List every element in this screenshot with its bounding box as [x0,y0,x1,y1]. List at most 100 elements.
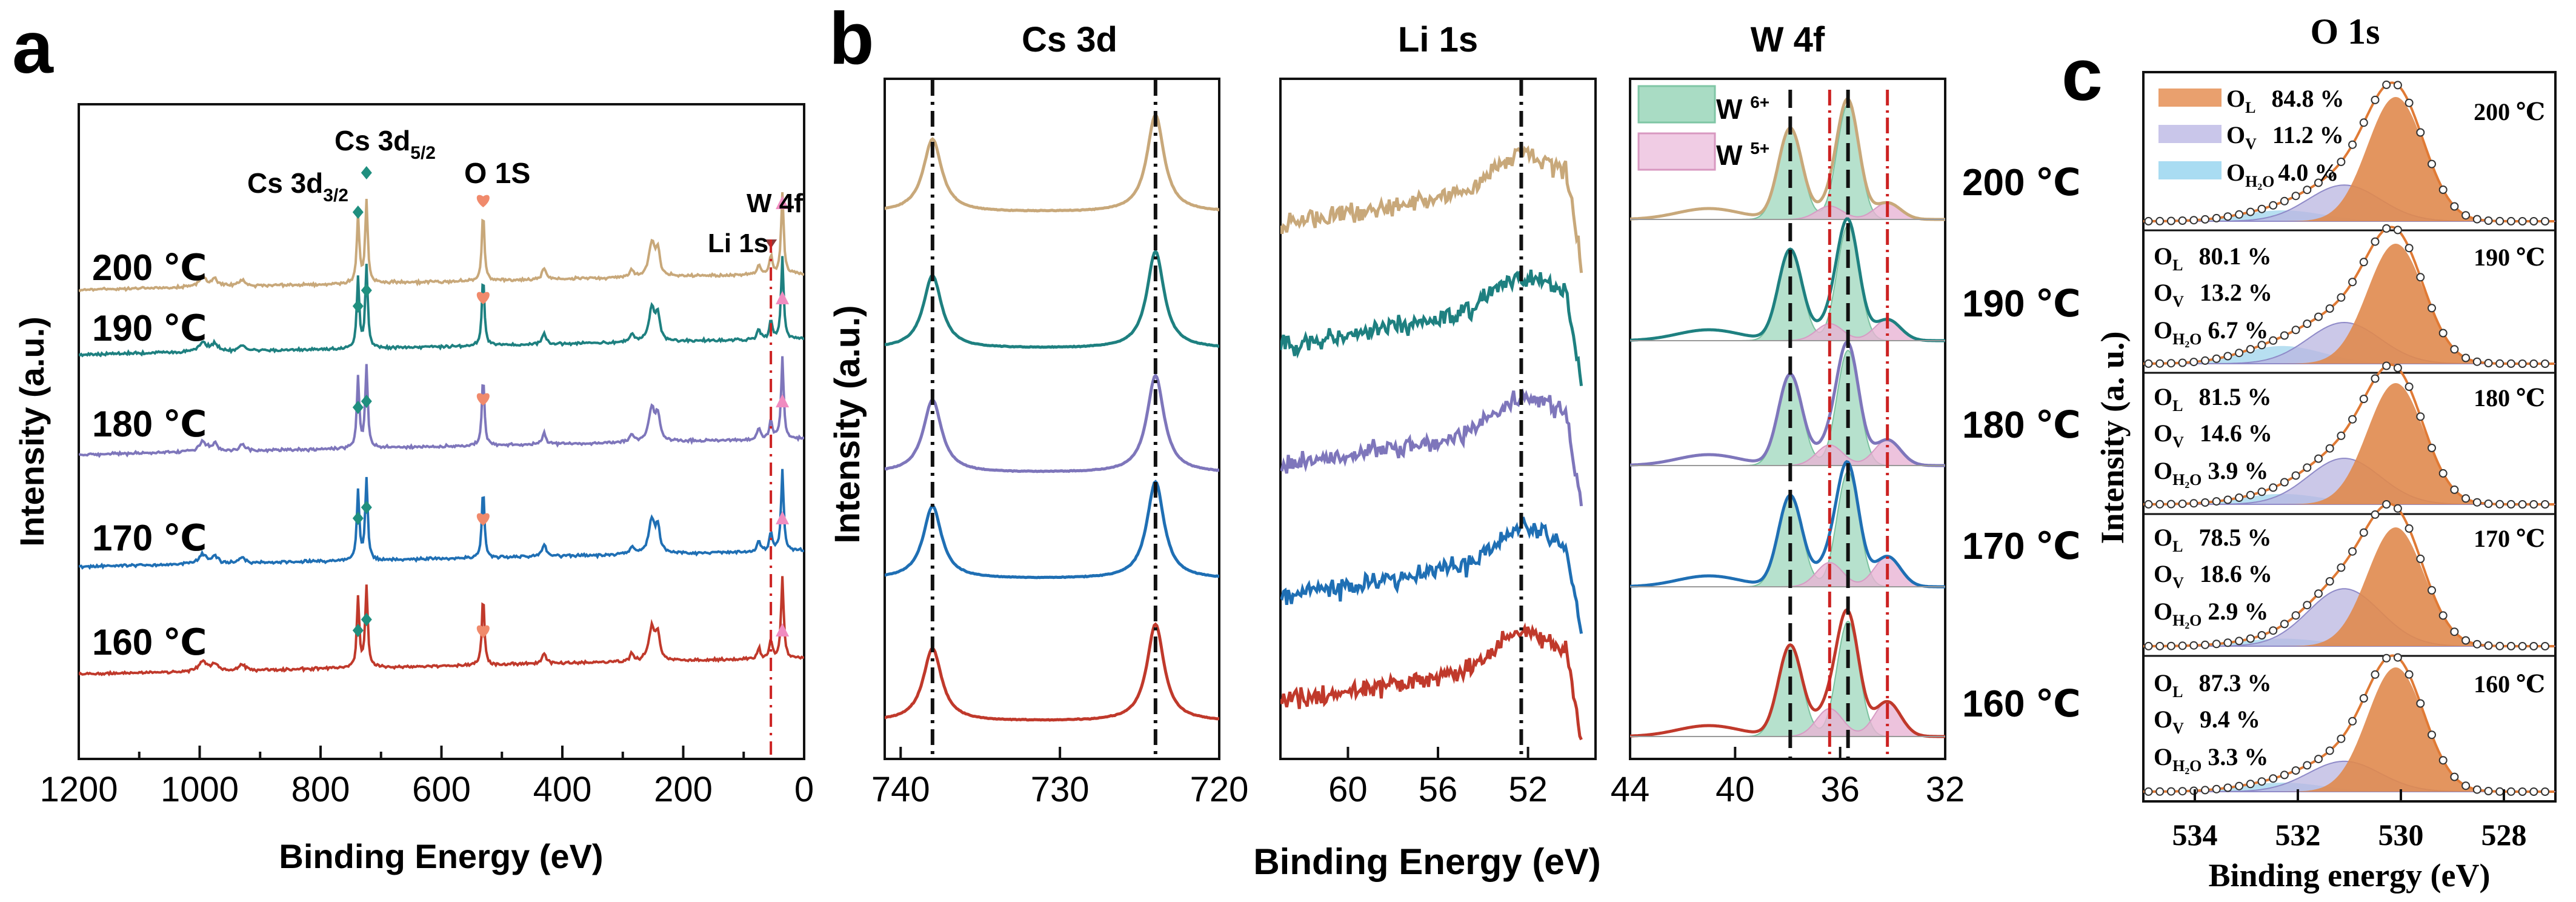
o1s-data-point [2518,359,2527,368]
o1s-data-point [2166,216,2175,226]
ov-label-170: OV 18.6 % [2154,560,2272,592]
panel-a-survey-spectra: 1200 1000 800 600 400 200 0 Binding Ener… [13,103,814,875]
o1s-data-point [2382,224,2391,233]
legend-ov-swatch [2158,125,2222,143]
o1s-data-point [2337,734,2346,743]
panel-b-w4f-x-tick: 44 [1611,770,1650,809]
o1s-data-point [2166,641,2175,650]
o1s-data-point [2438,756,2448,765]
triangle-marker-icon [776,394,790,407]
triangle-marker-icon [776,623,790,636]
survey-trace-180 [79,356,804,458]
panel-a-x-label: Binding Energy (eV) [279,837,603,875]
oh2o-sub: H₂O [2172,612,2202,629]
panel-b-cs3d-traces [885,112,1219,722]
o1s-data-point [2303,463,2312,472]
o1s-data-point [2144,499,2153,509]
o1s-data-point [2416,273,2425,282]
ol-base: O [2154,669,2172,697]
cs3d-trace-190 [885,249,1219,349]
panel-letter-a: a [12,6,54,89]
o1s-data-point [2280,620,2289,629]
o1s-data-point [2337,158,2346,166]
cs3d-trace-170 [885,479,1219,580]
o1s-data-point [2212,497,2221,506]
ov-sub: V [2172,574,2184,592]
ol-base: O [2154,383,2172,410]
o1s-data-point [2461,494,2471,503]
panel-b-li1s-x-tick: 56 [1419,770,1458,809]
ol-fit-fill-200 [2143,97,2555,221]
o1s-data-point [2144,641,2153,650]
o1s-data-point [2257,487,2266,496]
oh2o-label-160: OH₂O 3.3 % [2154,743,2268,775]
o1s-data-point [2337,293,2346,302]
o1s-data-point [2472,357,2481,366]
o1s-data-point [2461,781,2471,790]
o1s-data-point [2246,345,2255,354]
o1s-data-point [2359,395,2368,404]
o1s-data-point [2280,770,2289,780]
survey-trace-190 [79,256,804,358]
oh2o-value-170: 2.9 % [2208,598,2268,625]
o1s-data-point [2461,211,2471,220]
cs3d-trace-180 [885,373,1219,473]
o1s-data-point [2325,577,2334,586]
o1s-data-point [2325,169,2334,178]
ov-label-200: OV 11.2 % [2226,121,2344,153]
legend-oh2o-swatch [2158,161,2222,179]
o1s-data-point [2291,471,2300,480]
oh2o-fit-fill-160 [2143,783,2555,792]
o1s-data-point [2359,118,2368,127]
panel-b-li1s-x-tick: 52 [1508,770,1548,809]
o1s-data-point [2382,653,2391,663]
panel-a-temp-label-190: 190 ℃ [92,308,207,349]
o1s-data-point [2348,278,2357,287]
triangle-marker-icon [776,196,790,209]
oh2o-base: O [2154,457,2172,484]
annotation-cs3d52-main: Cs 3d [334,125,410,156]
o1s-data-point [2314,178,2323,187]
o1s-data-point [2235,493,2244,502]
panel-c-y-label: Intensity (a. u.) [2094,331,2131,544]
panel-b-li1s-x-tick: 60 [1328,770,1368,809]
o1s-data-point [2155,787,2165,796]
o1s-data-point [2189,499,2198,508]
o1s-data-point [2337,431,2346,440]
panel-c-x-tick: 530 [2378,818,2424,852]
o1s-data-point [2201,786,2209,795]
panel-b-x-label: Binding Energy (eV) [1253,841,1600,882]
o1s-data-point [2382,361,2391,370]
panel-b-w4f-x-tick: 36 [1820,770,1860,809]
ov-base: O [2154,419,2172,447]
oh2o-sub: H₂O [2245,173,2274,190]
o1s-data-point [2246,634,2255,643]
o1s-data-point [2291,611,2300,620]
ol-value-160: 87.3 % [2198,669,2271,697]
panel-c-temp-170: 170 ℃ [2474,525,2545,552]
panel-a-traces [79,192,804,676]
o1s-data-point [2337,563,2346,572]
panel-letter-c: c [2062,33,2103,116]
o1s-data-point [2325,444,2334,453]
panel-c-temp-200: 200 ℃ [2474,98,2545,125]
o1s-data-point [2450,485,2459,494]
li1s-trace-180 [1280,387,1583,507]
panel-a-y-label: Intensity (a.u.) [13,316,51,547]
o1s-data-point [2189,641,2198,650]
diamond-marker-icon [361,613,372,626]
o1s-data-point [2166,499,2175,509]
o1s-data-point [2472,785,2481,794]
o1s-data-point [2359,694,2368,703]
o1s-data-point [2155,216,2165,226]
diamond-marker-icon [361,501,372,514]
o1s-data-point [2461,636,2471,645]
o1s-data-point [2246,490,2255,499]
o1s-data-point [2166,787,2175,796]
diamond-marker-icon [352,624,364,637]
triangle-marker-icon [776,291,790,304]
o1s-data-point [2246,780,2255,789]
o1s-data-point [2189,216,2198,225]
panel-b-li1s-traces [1280,145,1583,741]
cs3d-trace-200 [885,112,1219,213]
